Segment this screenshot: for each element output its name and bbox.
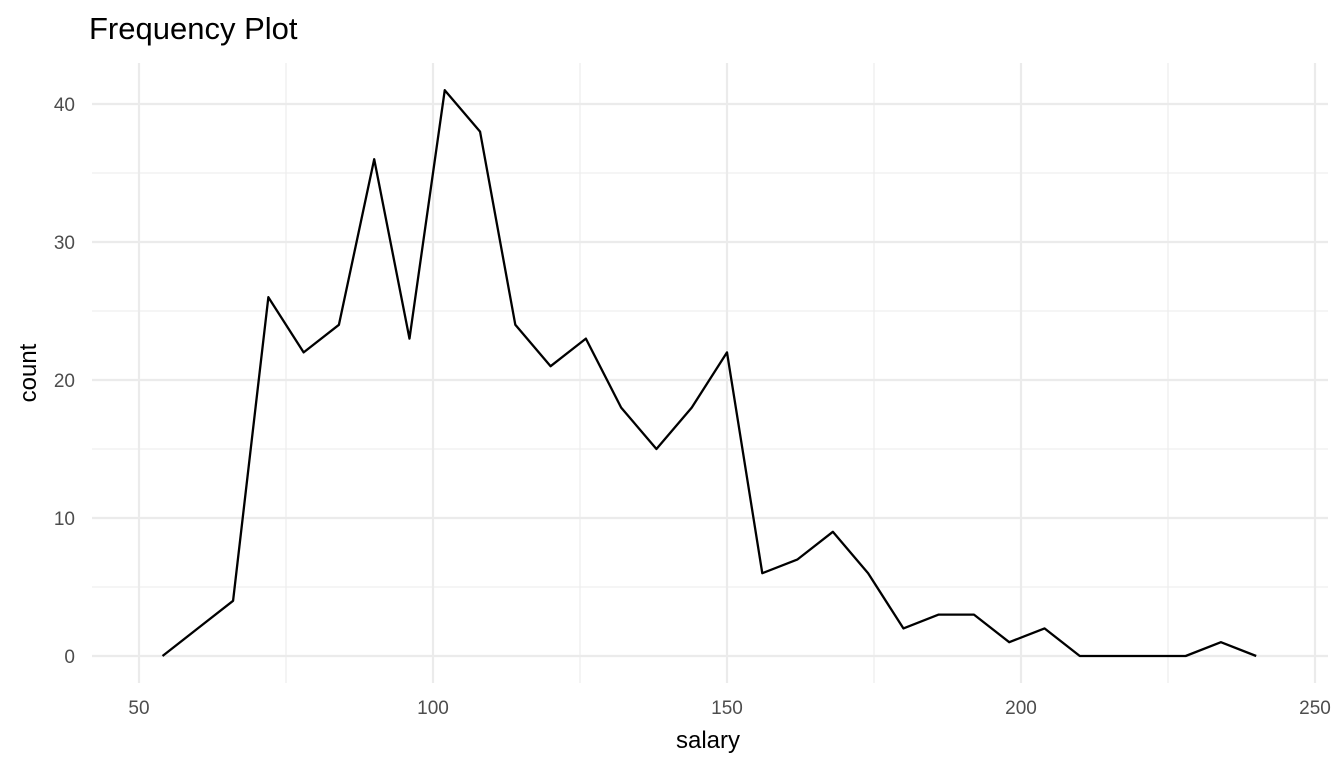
x-tick-label: 200 (1005, 698, 1037, 719)
y-tick-labels: 0 10 20 30 40 (54, 95, 75, 668)
chart-title: Frequency Plot (89, 11, 298, 46)
x-tick-label: 100 (417, 698, 449, 719)
y-axis-title: count (15, 343, 42, 402)
x-axis-title: salary (676, 727, 740, 754)
x-tick-labels: 50 100 150 200 250 (128, 698, 1330, 719)
x-tick-label: 50 (128, 698, 149, 719)
x-tick-label: 150 (711, 698, 743, 719)
y-tick-label: 20 (54, 371, 75, 392)
y-tick-label: 40 (54, 95, 75, 116)
series-line (161, 89, 1257, 658)
y-tick-label: 30 (54, 233, 75, 254)
y-tick-label: 10 (54, 509, 75, 530)
minor-gridlines (92, 63, 1328, 683)
y-tick-label: 0 (64, 647, 75, 668)
major-gridlines (92, 63, 1328, 683)
series-layer (161, 89, 1257, 658)
x-tick-label: 250 (1299, 698, 1331, 719)
